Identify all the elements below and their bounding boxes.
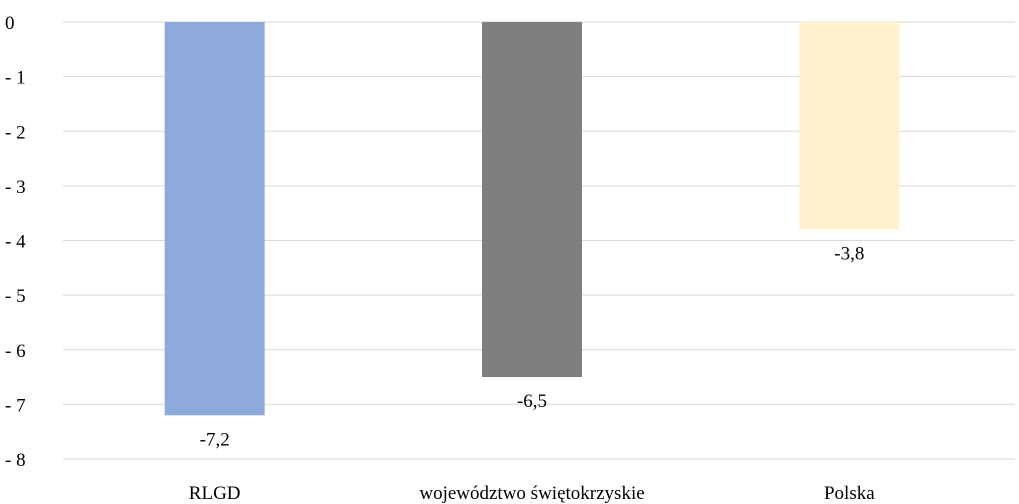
y-tick-label: - 4: [5, 232, 26, 253]
data-label: -7,2: [200, 429, 230, 450]
y-axis-tick-labels: 0 - 1 - 2 - 3 - 4 - 5 - 6 - 7 - 8: [5, 13, 26, 471]
y-tick-label: - 7: [5, 395, 26, 416]
data-label: -3,8: [834, 244, 864, 265]
bar: [164, 22, 265, 416]
category-label: Polska: [824, 483, 875, 504]
y-tick-label: - 5: [5, 286, 26, 307]
category-label: województwo świętokrzyskie: [419, 483, 644, 504]
category-labels: RLGD województwo świętokrzyskie Polska: [189, 483, 875, 504]
y-tick-label: - 2: [5, 122, 26, 143]
data-label: -6,5: [517, 391, 547, 412]
y-tick-label: 0: [5, 13, 15, 34]
y-tick-label: - 6: [5, 341, 26, 362]
y-tick-label: - 3: [5, 177, 26, 198]
bar: [799, 22, 900, 230]
bars: [164, 22, 900, 416]
y-tick-label: - 8: [5, 450, 26, 471]
data-labels: -7,2 -6,5 -3,8: [200, 244, 865, 451]
bar: [482, 22, 582, 378]
y-tick-label: - 1: [5, 68, 26, 89]
category-label: RLGD: [189, 483, 241, 504]
